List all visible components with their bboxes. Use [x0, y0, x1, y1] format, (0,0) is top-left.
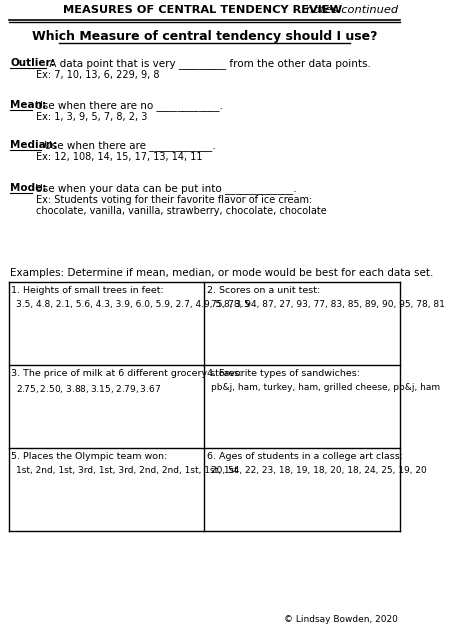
Text: 1st, 2nd, 1st, 3rd, 1st, 3rd, 2nd, 2nd, 1st, 1st, 1st: 1st, 2nd, 1st, 3rd, 1st, 3rd, 2nd, 2nd, … — [16, 466, 237, 475]
Text: Mean:: Mean: — [10, 100, 46, 110]
Text: 1. Heights of small trees in feet:: 1. Heights of small trees in feet: — [11, 286, 164, 295]
Text: Ex: Students voting for their favorite flavor of ice cream:: Ex: Students voting for their favorite f… — [36, 195, 312, 205]
Text: Median:: Median: — [10, 140, 58, 150]
Text: $2.75, $2.50, $3.88, $3.15, $2.79, $3.67: $2.75, $2.50, $3.88, $3.15, $2.79, $3.67 — [16, 383, 161, 395]
Text: Mode:: Mode: — [10, 183, 47, 193]
Text: Ex: 1, 3, 9, 5, 7, 8, 2, 3: Ex: 1, 3, 9, 5, 7, 8, 2, 3 — [36, 112, 147, 122]
Text: 20, 54, 22, 23, 18, 19, 18, 20, 18, 24, 25, 19, 20: 20, 54, 22, 23, 18, 19, 18, 20, 18, 24, … — [211, 466, 427, 475]
Text: Ex: 7, 10, 13, 6, 229, 9, 8: Ex: 7, 10, 13, 6, 229, 9, 8 — [36, 70, 160, 80]
Text: 3. The price of milk at 6 different grocery stores:: 3. The price of milk at 6 different groc… — [11, 369, 243, 378]
Text: pb&j, ham, turkey, ham, grilled cheese, pb&j, ham: pb&j, ham, turkey, ham, grilled cheese, … — [211, 383, 440, 392]
Text: 3.5, 4.8, 2.1, 5.6, 4.3, 3.9, 6.0, 5.9, 2.7, 4.9, 5.8, 3.5: 3.5, 4.8, 2.1, 5.6, 4.3, 3.9, 6.0, 5.9, … — [16, 300, 249, 309]
Text: Which Measure of central tendency should I use?: Which Measure of central tendency should… — [32, 30, 377, 43]
Text: Use when there are ____________.: Use when there are ____________. — [41, 140, 216, 151]
Text: MEASURES OF CENTRAL TENDENCY REVIEW: MEASURES OF CENTRAL TENDENCY REVIEW — [63, 5, 346, 15]
Text: chocolate, vanilla, vanilla, strawberry, chocolate, chocolate: chocolate, vanilla, vanilla, strawberry,… — [36, 206, 327, 216]
Text: 5. Places the Olympic team won:: 5. Places the Olympic team won: — [11, 452, 167, 461]
Text: 75, 78, 94, 87, 27, 93, 77, 83, 85, 89, 90, 95, 78, 81: 75, 78, 94, 87, 27, 93, 77, 83, 85, 89, … — [211, 300, 445, 309]
Text: Ex: 12, 108, 14, 15, 17, 13, 14, 11: Ex: 12, 108, 14, 15, 17, 13, 14, 11 — [36, 152, 203, 162]
Text: Examples: Determine if mean, median, or mode would be best for each data set.: Examples: Determine if mean, median, or … — [10, 268, 434, 278]
Text: Use when there are no ____________.: Use when there are no ____________. — [32, 100, 223, 111]
Text: notes continued: notes continued — [306, 5, 398, 15]
Text: 4. Favorite types of sandwiches:: 4. Favorite types of sandwiches: — [207, 369, 360, 378]
Text: 6. Ages of students in a college art class:: 6. Ages of students in a college art cla… — [207, 452, 403, 461]
Text: 2. Scores on a unit test:: 2. Scores on a unit test: — [207, 286, 320, 295]
Text: Outlier:: Outlier: — [10, 58, 55, 68]
Text: Use when your data can be put into _____________.: Use when your data can be put into _____… — [32, 183, 297, 194]
Text: © Lindsay Bowden, 2020: © Lindsay Bowden, 2020 — [284, 615, 398, 624]
Text: A data point that is very _________ from the other data points.: A data point that is very _________ from… — [46, 58, 370, 69]
